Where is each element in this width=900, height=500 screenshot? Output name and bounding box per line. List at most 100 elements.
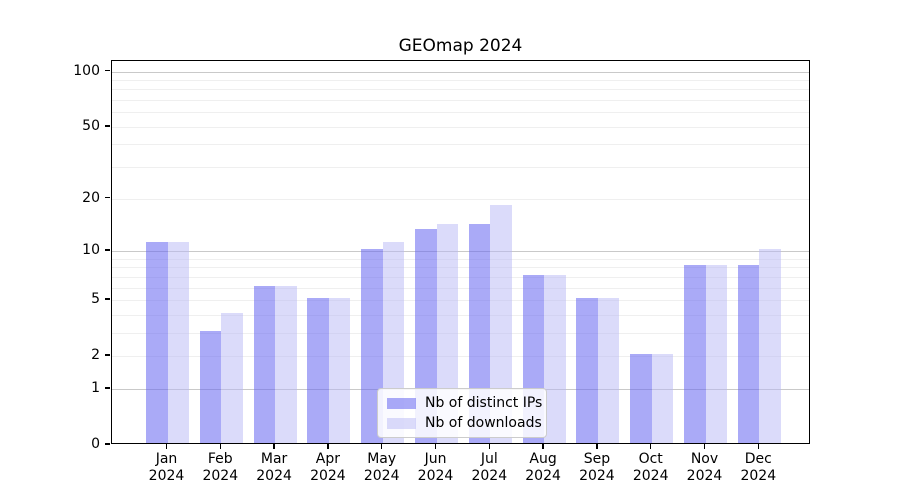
x-tick-mark xyxy=(165,444,168,449)
bar-distinct-ips-dec xyxy=(737,265,760,443)
gridline-minor xyxy=(112,287,809,289)
x-tick-label: Apr 2024 xyxy=(296,451,360,485)
bar-distinct-ips-mar xyxy=(253,285,276,443)
y-tick-label: 1 xyxy=(91,379,100,396)
x-tick-mark xyxy=(380,444,383,449)
x-tick-label: Dec 2024 xyxy=(726,451,790,485)
y-tick-mark xyxy=(105,249,110,251)
gridline-minor xyxy=(112,314,809,316)
y-tick-mark xyxy=(105,69,110,72)
x-tick-mark xyxy=(542,444,544,449)
gridline-minor xyxy=(112,79,809,81)
y-tick-label: 0 xyxy=(91,436,100,452)
legend: Nb of distinct IPs Nb of downloads xyxy=(377,388,547,438)
x-tick-month: Mar xyxy=(260,451,288,467)
gridline-minor xyxy=(112,258,809,260)
x-tick-mark xyxy=(434,444,437,449)
y-tick-mark xyxy=(105,443,110,445)
x-tick-month: Feb xyxy=(207,451,233,467)
x-tick-month: Apr xyxy=(315,451,340,467)
bar-downloads-aug xyxy=(544,274,566,443)
legend-entry-downloads: Nb of downloads xyxy=(387,415,546,431)
y-tick-label: 2 xyxy=(91,347,100,364)
x-tick-mark xyxy=(757,444,760,449)
bar-downloads-nov xyxy=(705,265,727,443)
bar-distinct-ips-feb xyxy=(199,330,222,443)
gridline-minor xyxy=(112,267,809,269)
y-tick-label: 100 xyxy=(73,62,100,79)
x-tick-label: Aug 2024 xyxy=(511,451,575,485)
legend-entry-distinct-ips: Nb of distinct IPs xyxy=(387,395,546,411)
x-tick-year: 2024 xyxy=(632,468,669,484)
bar-downloads-mar xyxy=(275,285,297,443)
y-tick-mark xyxy=(105,387,110,389)
bar-distinct-ips-jan xyxy=(146,241,168,443)
x-tick-year: 2024 xyxy=(471,468,508,484)
gridline-minor xyxy=(112,332,809,334)
x-tick-year: 2024 xyxy=(417,468,454,484)
x-tick-month: Dec xyxy=(744,451,772,467)
x-tick-mark xyxy=(596,444,598,449)
bar-distinct-ips-sep xyxy=(576,298,598,443)
x-tick-label: Mar 2024 xyxy=(242,451,306,485)
gridline-minor xyxy=(112,89,809,91)
x-tick-year: 2024 xyxy=(310,468,346,484)
legend-swatch-downloads xyxy=(387,417,416,429)
x-tick-year: 2024 xyxy=(148,468,185,484)
y-tick-label: 20 xyxy=(82,189,100,206)
chart-title: GEOmap 2024 xyxy=(398,36,523,56)
gridline-minor xyxy=(112,126,809,128)
x-tick-label: Jan 2024 xyxy=(135,451,199,485)
x-tick-year: 2024 xyxy=(202,468,239,484)
x-tick-label: Jul 2024 xyxy=(457,451,521,485)
x-tick-year: 2024 xyxy=(579,468,615,484)
x-tick-year: 2024 xyxy=(740,468,777,484)
y-tick-mark xyxy=(105,125,110,127)
bar-distinct-ips-oct xyxy=(630,354,652,443)
legend-label-distinct-ips: Nb of distinct IPs xyxy=(425,395,543,411)
x-tick-label: Jun 2024 xyxy=(404,451,468,485)
y-tick-mark xyxy=(105,196,110,199)
bar-downloads-apr xyxy=(328,298,351,443)
x-tick-month: Aug xyxy=(529,451,557,467)
x-tick-month: Nov xyxy=(690,451,719,467)
bar-downloads-sep xyxy=(597,298,620,443)
x-tick-mark xyxy=(488,444,491,449)
y-tick-label: 5 xyxy=(91,290,100,307)
x-tick-mark xyxy=(273,444,275,449)
gridline-minor xyxy=(112,112,809,114)
bar-downloads-jul xyxy=(490,204,512,443)
x-tick-mark xyxy=(327,444,329,449)
x-tick-label: Oct 2024 xyxy=(619,451,683,485)
x-tick-month: Oct xyxy=(638,451,663,467)
x-tick-year: 2024 xyxy=(686,468,723,484)
x-tick-mark xyxy=(219,444,222,449)
gridline-minor xyxy=(112,198,809,200)
y-tick-mark xyxy=(105,354,110,356)
x-tick-mark xyxy=(703,444,706,449)
x-tick-month: Jun xyxy=(424,451,447,467)
y-tick-mark xyxy=(105,298,110,300)
x-tick-month: May xyxy=(367,451,397,467)
bar-distinct-ips-apr xyxy=(307,298,329,443)
bar-downloads-jan xyxy=(167,241,189,443)
x-tick-mark xyxy=(649,444,652,449)
x-tick-month: Sep xyxy=(583,451,611,467)
gridline-minor xyxy=(112,276,809,278)
gridline-major xyxy=(112,71,809,73)
gridline-minor xyxy=(112,144,809,146)
bar-downloads-feb xyxy=(221,312,243,443)
x-tick-label: May 2024 xyxy=(350,451,414,485)
bar-downloads-dec xyxy=(759,248,781,443)
x-tick-year: 2024 xyxy=(363,468,400,484)
x-tick-label: Sep 2024 xyxy=(565,451,629,485)
legend-label-downloads: Nb of downloads xyxy=(425,415,542,431)
y-tick-label: 50 xyxy=(82,117,100,134)
gridline-minor xyxy=(112,167,809,169)
bar-distinct-ips-nov xyxy=(684,265,706,443)
plot-area xyxy=(111,60,810,444)
gridline-minor xyxy=(112,299,809,301)
gridline-minor xyxy=(112,356,809,358)
gridline-major xyxy=(112,250,809,252)
